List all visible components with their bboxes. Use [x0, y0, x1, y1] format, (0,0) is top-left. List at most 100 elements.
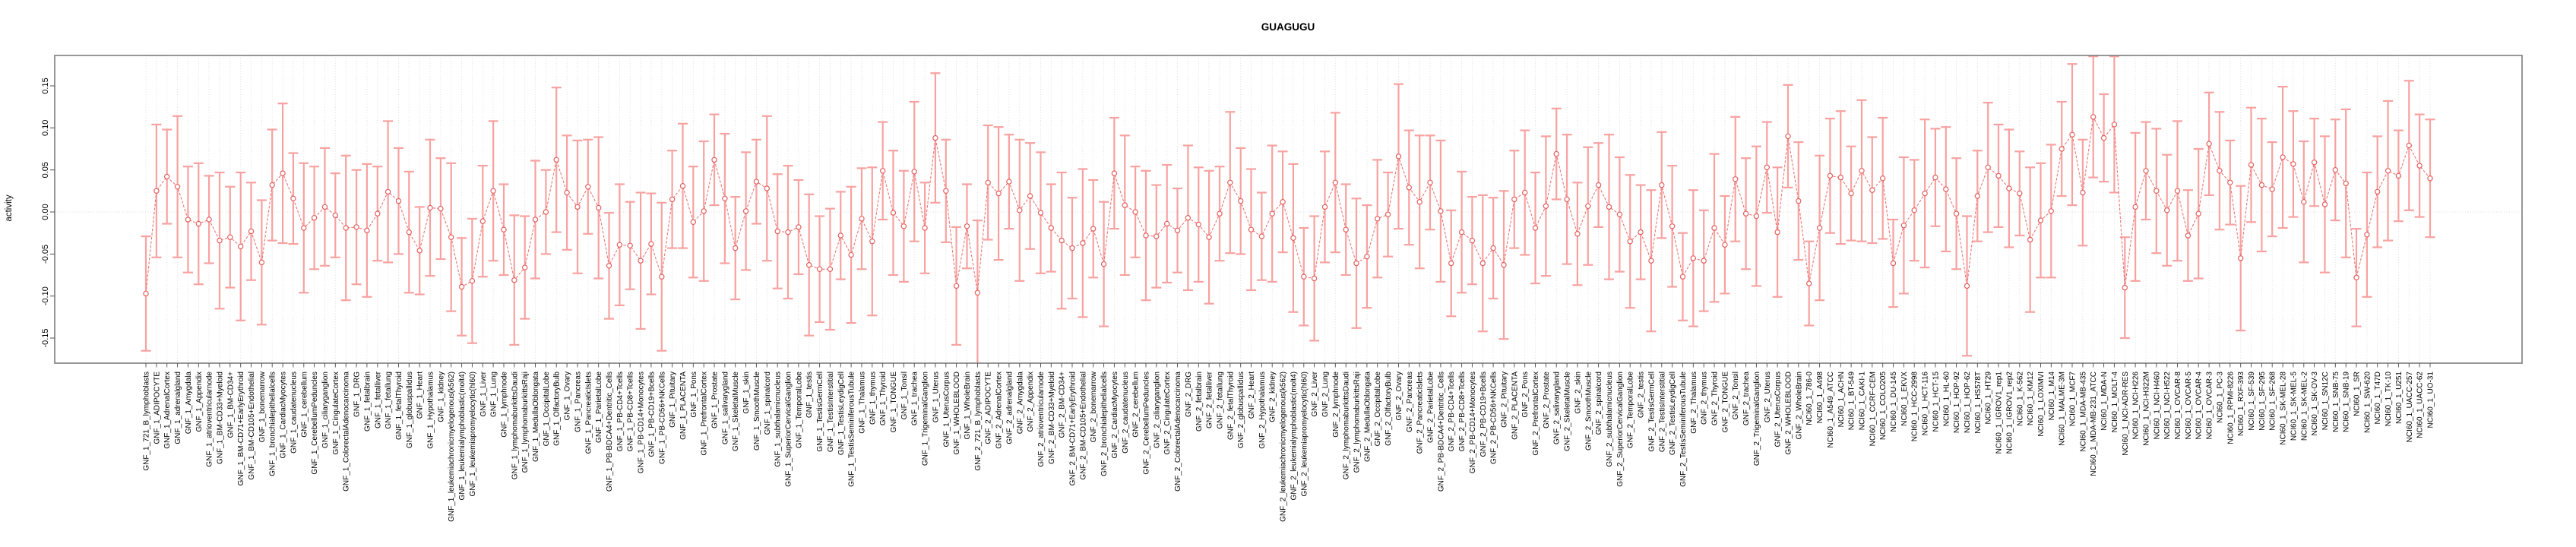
svg-text:GNF_2_fetallung: GNF_2_fetallung [1217, 372, 1225, 429]
svg-text:GNF_2_AdrenalCortex: GNF_2_AdrenalCortex [995, 372, 1004, 449]
svg-text:GNF_1_BM-CD105+Endothelial: GNF_1_BM-CD105+Endothelial [248, 372, 256, 480]
svg-text:GNF_1_TestisSeminiferousTubule: GNF_1_TestisSeminiferousTubule [848, 372, 856, 487]
svg-text:GNF_2_CardiacMyocytes: GNF_2_CardiacMyocytes [1111, 372, 1119, 458]
chart-title: GUAGUGU [1261, 21, 1315, 33]
svg-text:GNF_2_WholeBrain: GNF_2_WholeBrain [1795, 372, 1803, 439]
svg-text:NCI60_1_T47D: NCI60_1_T47D [2374, 372, 2382, 424]
svg-text:GNF_1_721_B_lymphoblasts: GNF_1_721_B_lymphoblasts [143, 372, 151, 471]
svg-text:GNF_2_Liver: GNF_2_Liver [1311, 371, 1319, 416]
y-tick-labels: -0.15 -0.10 -0.05 0.00 0.05 0.10 0.15 [41, 77, 50, 347]
svg-text:GNF_1_PB-CD56+NKCells: GNF_1_PB-CD56+NKCells [658, 372, 666, 464]
svg-text:GNF_2_skin: GNF_2_skin [1574, 372, 1582, 414]
data-line [145, 115, 2431, 294]
svg-text:NCI60_1_ACHN: NCI60_1_ACHN [1837, 372, 1846, 427]
svg-text:NCI60_1_MDA-MB-435: NCI60_1_MDA-MB-435 [2079, 372, 2087, 452]
svg-text:GNF_2_PB-CD8+Tcells: GNF_2_PB-CD8+Tcells [1458, 372, 1467, 451]
svg-text:GNF_2_ParietalLobe: GNF_2_ParietalLobe [1427, 372, 1435, 443]
svg-text:GNF_2_cerebellum: GNF_2_cerebellum [1132, 372, 1141, 438]
svg-text:GNF_1_PB-CD19+Bcells: GNF_1_PB-CD19+Bcells [647, 372, 656, 457]
svg-text:NCI60_1_SF-268: NCI60_1_SF-268 [2269, 372, 2277, 431]
svg-text:GNF_2_TONGUE: GNF_2_TONGUE [1721, 372, 1729, 433]
svg-text:NCI60_1_NCI-H522: NCI60_1_NCI-H522 [2163, 372, 2172, 440]
svg-text:GNF_1_Ovary: GNF_1_Ovary [564, 372, 572, 420]
svg-text:GNF_1_kidney: GNF_1_kidney [437, 372, 445, 422]
svg-text:GNF_2_OlfactoryBulb: GNF_2_OlfactoryBulb [1385, 372, 1393, 446]
svg-text:GNF_1_ColorectalAdenocarcinoma: GNF_1_ColorectalAdenocarcinoma [343, 372, 351, 492]
svg-text:GNF_2_PancreaticIslets: GNF_2_PancreaticIslets [1416, 372, 1425, 454]
svg-text:GNF_1_PrefrontalCortex: GNF_1_PrefrontalCortex [701, 372, 709, 456]
svg-text:NCI60_1_TK-10: NCI60_1_TK-10 [2385, 372, 2393, 427]
svg-text:NCI60_1_MDA-N: NCI60_1_MDA-N [2100, 372, 2109, 431]
svg-text:NCI60_1_UACC-62: NCI60_1_UACC-62 [2416, 372, 2425, 438]
svg-text:GNF_1_OccipitalLobe: GNF_1_OccipitalLobe [543, 372, 551, 447]
svg-text:GNF_1_globuspallidus: GNF_1_globuspallidus [406, 372, 414, 448]
svg-text:-0.15: -0.15 [41, 328, 50, 347]
svg-text:GNF_2_TrigeminalGanglion: GNF_2_TrigeminalGanglion [1753, 372, 1761, 466]
svg-text:NCI60_1_COLO205: NCI60_1_COLO205 [1879, 372, 1888, 440]
svg-text:-0.05: -0.05 [41, 245, 50, 264]
svg-text:GNF_1_Prostate: GNF_1_Prostate [711, 372, 720, 428]
svg-text:GNF_1_TemporalLobe: GNF_1_TemporalLobe [795, 372, 803, 449]
svg-text:GNF_2_lymphomaburkittsDaudi: GNF_2_lymphomaburkittsDaudi [1343, 372, 1351, 479]
svg-text:NCI60_1_NCI-H460: NCI60_1_NCI-H460 [2153, 372, 2161, 440]
svg-text:GNF_1_subthalamicnucleus: GNF_1_subthalamicnucleus [774, 372, 783, 467]
svg-text:GNF_1_WHOLEBLOOD: GNF_1_WHOLEBLOOD [953, 372, 961, 454]
svg-text:GNF_1_Heart: GNF_1_Heart [416, 372, 425, 419]
svg-text:GNF_2_PB-CD4+Tcells: GNF_2_PB-CD4+Tcells [1448, 372, 1456, 451]
error-bars [141, 55, 2435, 363]
svg-text:GNF_2_bonemarrow: GNF_2_bonemarrow [1090, 371, 1098, 442]
svg-text:GNF_2_TemporalLobe: GNF_2_TemporalLobe [1627, 372, 1635, 449]
svg-text:GNF_1_lymphomaburkittsRaji: GNF_1_lymphomaburkittsRaji [521, 372, 530, 473]
svg-text:NCI60_1_CAKI-1: NCI60_1_CAKI-1 [1859, 372, 1867, 431]
svg-text:NCI60_1_SNB-75: NCI60_1_SNB-75 [2332, 372, 2340, 432]
svg-text:NCI60_1_SN12C: NCI60_1_SN12C [2321, 372, 2330, 430]
svg-text:GNF_1_UterusCorpus: GNF_1_UterusCorpus [942, 372, 951, 447]
svg-text:GNF_1_salivarygland: GNF_1_salivarygland [721, 372, 729, 444]
svg-text:GNF_2_fetalThyroid: GNF_2_fetalThyroid [1226, 372, 1235, 440]
svg-text:GNF_1_SuperiorCervicalGanglion: GNF_1_SuperiorCervicalGanglion [785, 372, 793, 487]
svg-text:GNF_1_Pancreas: GNF_1_Pancreas [574, 372, 583, 432]
svg-text:NCI60_1_NCI-ADR-RES: NCI60_1_NCI-ADR-RES [2122, 372, 2130, 456]
svg-text:NCI60_1_SK-OV-3: NCI60_1_SK-OV-3 [2311, 372, 2319, 436]
plot-box [54, 55, 2523, 364]
svg-text:GNF_1_TestisLeydigCell: GNF_1_TestisLeydigCell [837, 372, 846, 455]
svg-text:GNF_2_OccipitalLobe: GNF_2_OccipitalLobe [1374, 372, 1382, 447]
svg-text:GNF_2_thymus: GNF_2_thymus [1701, 372, 1709, 425]
svg-text:GNF_1_fetalThyroid: GNF_1_fetalThyroid [395, 372, 403, 440]
svg-text:NCI60_1_IGROV1_rep1: NCI60_1_IGROV1_rep1 [1995, 372, 2004, 454]
svg-text:NCI60_1_OVCAR-8: NCI60_1_OVCAR-8 [2174, 372, 2182, 440]
svg-text:0.10: 0.10 [41, 120, 50, 136]
svg-text:GNF_1_PB-CD14+Monocytes: GNF_1_PB-CD14+Monocytes [638, 372, 646, 473]
svg-text:NCI60_1_SNB-19: NCI60_1_SNB-19 [2343, 372, 2351, 432]
svg-text:GNF_2_kidney: GNF_2_kidney [1269, 372, 1277, 422]
svg-text:GNF_2_ColorectalAdenocarcinoma: GNF_2_ColorectalAdenocarcinoma [1174, 372, 1182, 492]
svg-text:GNF_2_Pons: GNF_2_Pons [1521, 372, 1530, 418]
svg-text:GNF_2_Hypothalamus: GNF_2_Hypothalamus [1258, 372, 1267, 449]
svg-text:GNF_1_cerebellum: GNF_1_cerebellum [300, 372, 309, 438]
svg-text:GNF_1_TestisGermCell: GNF_1_TestisGermCell [816, 372, 824, 452]
svg-text:GNF_2_Thyroid: GNF_2_Thyroid [1711, 372, 1720, 425]
svg-text:NCI60_1_NCI-H322M: NCI60_1_NCI-H322M [2143, 372, 2151, 446]
svg-text:GNF_2_Tonsil: GNF_2_Tonsil [1732, 372, 1740, 419]
svg-text:GNF_2_spinalcord: GNF_2_spinalcord [1595, 372, 1603, 435]
svg-text:GNF_2_TestisSeminiferousTubule: GNF_2_TestisSeminiferousTubule [1679, 372, 1688, 487]
svg-text:GNF_1_PB-CD8+Tcells: GNF_1_PB-CD8+Tcells [627, 372, 635, 451]
svg-text:0.15: 0.15 [41, 77, 50, 93]
svg-text:NCI60_1_OVCAR-3: NCI60_1_OVCAR-3 [2206, 372, 2214, 440]
svg-text:GNF_1_TONGUE: GNF_1_TONGUE [890, 372, 898, 433]
svg-text:NCI60_1_UO-31: NCI60_1_UO-31 [2427, 372, 2435, 428]
svg-text:GNF_1_Amygdala: GNF_1_Amygdala [185, 372, 193, 435]
svg-text:GNF_1_trachea: GNF_1_trachea [911, 372, 919, 426]
svg-text:GNF_1_caudatenucleus: GNF_1_caudatenucleus [290, 372, 298, 454]
svg-text:GNF_1_Tonsil: GNF_1_Tonsil [900, 372, 909, 419]
svg-text:GNF_2_trachea: GNF_2_trachea [1742, 372, 1751, 426]
svg-text:GNF_2_PB-BDCA4+Dentritic_Cells: GNF_2_PB-BDCA4+Dentritic_Cells [1437, 372, 1445, 492]
svg-text:GNF_1_CardiacMyocytes: GNF_1_CardiacMyocytes [280, 372, 288, 458]
svg-text:GNF_2_PLACENTA: GNF_2_PLACENTA [1511, 372, 1519, 440]
svg-text:GNF_1_Uterus: GNF_1_Uterus [932, 372, 940, 422]
svg-text:GNF_1_lymphnode: GNF_1_lymphnode [501, 372, 509, 438]
svg-text:GNF_1_fetalliver: GNF_1_fetalliver [374, 371, 382, 428]
svg-text:GNF_2_BM-CD33+Myeloid: GNF_2_BM-CD33+Myeloid [1048, 372, 1056, 464]
svg-text:GNF_2_Heart: GNF_2_Heart [1248, 372, 1256, 419]
